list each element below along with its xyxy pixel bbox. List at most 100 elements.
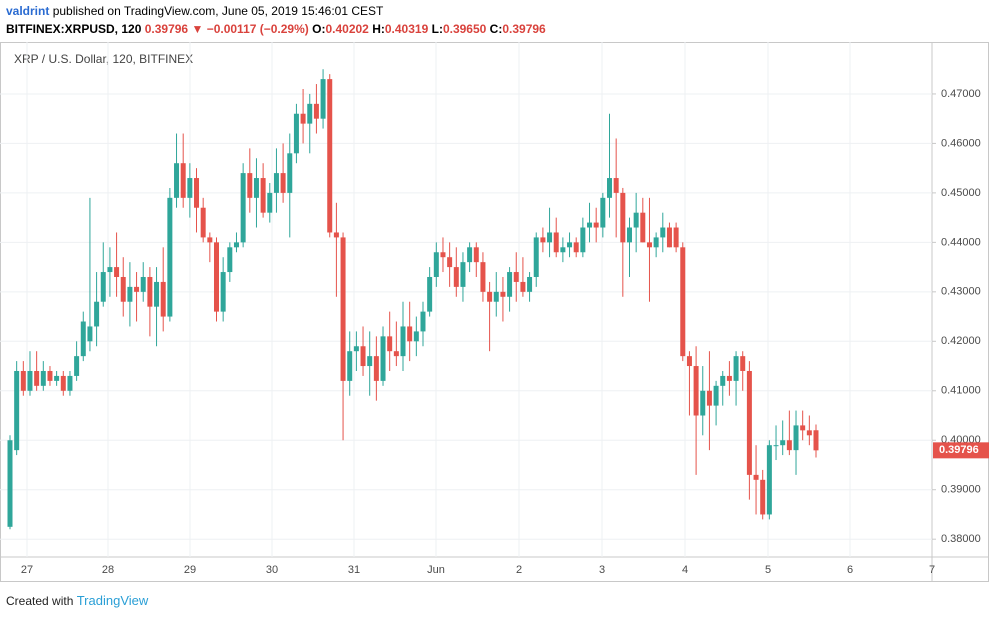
candle-body xyxy=(74,356,80,376)
y-tick-label: 0.42000 xyxy=(941,335,981,347)
candle-body xyxy=(54,375,60,381)
candle-body xyxy=(547,232,553,243)
candle-body xyxy=(247,173,253,198)
candle-body xyxy=(387,336,393,352)
h-label: H: xyxy=(372,22,385,36)
candle-body xyxy=(793,425,799,451)
x-tick-label: Jun xyxy=(427,564,445,576)
candle-body xyxy=(213,242,219,312)
candle-body xyxy=(373,356,379,381)
candle-body xyxy=(513,272,519,282)
candle-body xyxy=(646,242,652,248)
candle-body xyxy=(194,178,200,208)
y-tick-label: 0.41000 xyxy=(941,385,981,397)
candle-body xyxy=(327,79,333,233)
candle-body xyxy=(187,178,193,198)
candle-body xyxy=(673,227,679,248)
candle-body xyxy=(520,281,526,292)
candle-body xyxy=(527,276,533,292)
candle-body xyxy=(233,242,239,248)
candle-body xyxy=(573,242,579,253)
candle-body xyxy=(160,281,166,317)
candle-body xyxy=(333,232,339,238)
candle-body xyxy=(200,207,206,238)
candle-body xyxy=(660,227,666,238)
candle-body xyxy=(67,375,73,391)
candle-body xyxy=(567,242,573,248)
candle-body xyxy=(773,445,779,447)
author[interactable]: valdrint xyxy=(6,4,50,18)
y-tick-label: 0.47000 xyxy=(941,88,981,100)
candle-body xyxy=(433,252,439,277)
candle-body xyxy=(174,163,180,198)
candle-body xyxy=(613,178,619,193)
x-tick-label: 28 xyxy=(102,564,114,576)
candle-body xyxy=(47,370,53,381)
candle-body xyxy=(653,237,659,248)
candle-body xyxy=(447,257,453,268)
x-tick-label: 7 xyxy=(929,564,935,576)
candle-body xyxy=(800,425,806,431)
candle-body xyxy=(400,326,406,357)
candle-body xyxy=(107,267,113,273)
close: 0.39796 xyxy=(502,22,546,36)
l-label: L: xyxy=(431,22,443,36)
y-tick-label: 0.45000 xyxy=(941,187,981,199)
candle-body xyxy=(120,276,126,302)
candle-body xyxy=(94,301,100,327)
open: 0.40202 xyxy=(325,22,369,36)
candle-body xyxy=(100,272,106,302)
change: −0.00117 (−0.29%) xyxy=(206,22,309,36)
candle-body xyxy=(154,281,160,307)
candle-body xyxy=(780,440,786,446)
x-tick-label: 27 xyxy=(21,564,33,576)
candle-body xyxy=(453,267,459,287)
candle-body xyxy=(407,326,413,342)
candle-body xyxy=(340,237,346,381)
candle-body xyxy=(713,385,719,406)
candle-body xyxy=(607,178,613,198)
last: 0.39796 xyxy=(144,22,189,36)
y-tick-label: 0.39000 xyxy=(941,484,981,496)
x-tick-label: 2 xyxy=(516,564,522,576)
o-label: O: xyxy=(312,22,326,36)
candle-body xyxy=(134,286,140,292)
last-price-label: 0.39796 xyxy=(939,444,979,456)
chart: XRP / U.S. Dollar, 120, BITFINEX 27 28 29 3… xyxy=(0,42,989,582)
candle-body xyxy=(14,370,20,451)
y-tick-label: 0.43000 xyxy=(941,286,981,298)
candle-body xyxy=(40,370,46,386)
x-tick-label: 5 xyxy=(765,564,771,576)
candle-body xyxy=(693,366,699,416)
symbol: BITFINEX:XRPUSD, 120 xyxy=(6,22,142,36)
candle-body xyxy=(167,197,173,317)
candle-body xyxy=(560,247,566,253)
candle-body xyxy=(240,173,246,243)
brand[interactable]: TradingView xyxy=(76,593,149,608)
candle-body xyxy=(207,237,213,243)
candle-body xyxy=(393,351,399,357)
x-tick-label: 4 xyxy=(682,564,688,576)
candle-body xyxy=(320,79,326,119)
candle-body xyxy=(487,291,493,302)
candle-body xyxy=(706,390,712,406)
candle-body xyxy=(227,247,233,273)
ohlc-line: BITFINEX:XRPUSD, 120 0.39796 ▼ −0.00117 … xyxy=(6,22,546,36)
y-tick-label: 0.46000 xyxy=(941,137,981,149)
x-tick-label: 3 xyxy=(599,564,605,576)
candle-body xyxy=(20,370,26,391)
candle-body xyxy=(220,272,226,312)
x-tick-label: 30 xyxy=(266,564,278,576)
candle-body xyxy=(280,173,286,193)
candle-body xyxy=(360,346,366,367)
candle-body xyxy=(480,262,486,292)
candle-body xyxy=(680,247,686,357)
candle-body xyxy=(7,440,13,527)
arrow: ▼ xyxy=(191,22,204,36)
candle-body xyxy=(587,222,593,228)
candle-body xyxy=(27,370,33,391)
candle-body xyxy=(353,346,359,352)
x-tick-label: 6 xyxy=(847,564,853,576)
candle-body xyxy=(300,113,306,124)
candle-body xyxy=(440,252,446,258)
